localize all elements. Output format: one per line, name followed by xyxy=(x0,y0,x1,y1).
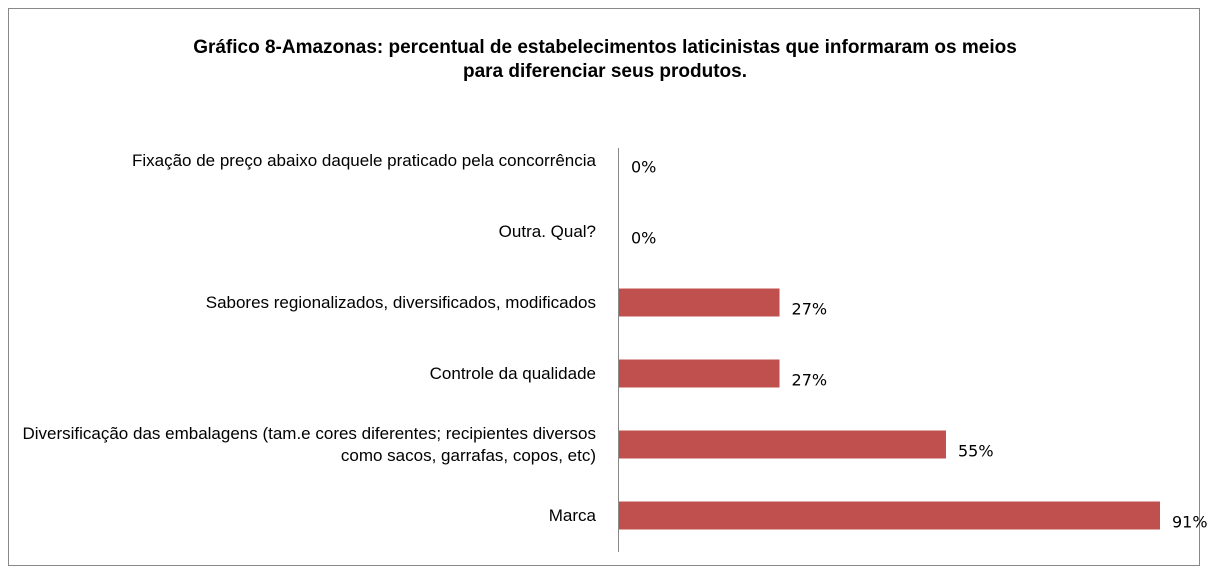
value-label: 55% xyxy=(957,441,994,460)
value-label: 0% xyxy=(631,157,657,176)
value-label: 27% xyxy=(791,299,828,318)
bar xyxy=(619,359,780,388)
value-label: 91% xyxy=(1172,512,1208,531)
category-label: Marca xyxy=(548,505,596,525)
chart-frame xyxy=(8,8,1200,566)
category-label: Sabores regionalizados, diversificados, … xyxy=(205,292,596,312)
category-label: Fixação de preço abaixo daquele praticad… xyxy=(131,150,596,170)
category-label: Outra. Qual? xyxy=(498,221,596,241)
bar xyxy=(619,288,780,317)
category-label: Diversificação das embalagens (tam.e cor… xyxy=(22,423,596,465)
category-label: Controle da qualidade xyxy=(429,363,596,383)
bar xyxy=(619,501,1160,530)
bar xyxy=(619,430,946,459)
value-label: 27% xyxy=(791,370,828,389)
value-label: 0% xyxy=(631,228,657,247)
chart-title: Gráfico 8-Amazonas: percentual de estabe… xyxy=(193,37,1017,82)
